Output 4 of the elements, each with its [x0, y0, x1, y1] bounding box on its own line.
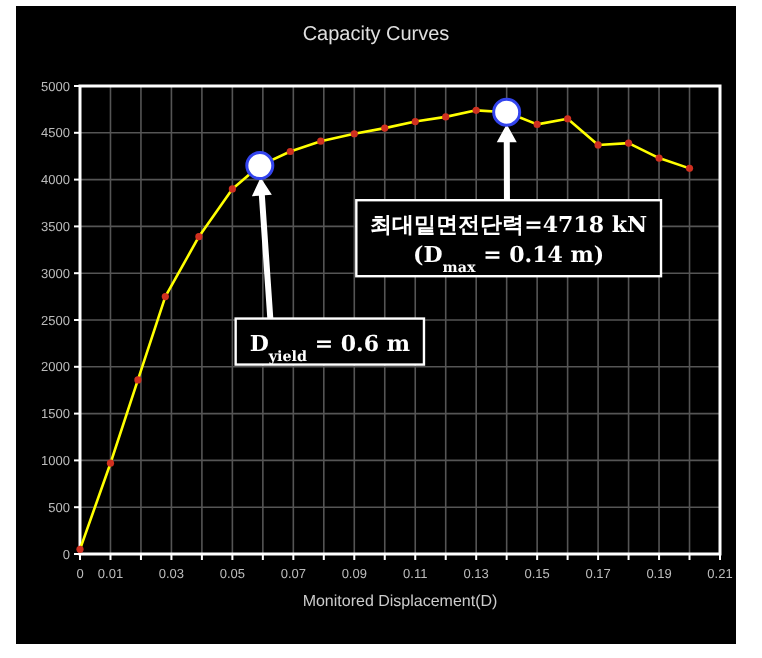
annotation: 최대밑면전단력=4718 kN (D$_{max}$ = 0.14 m)	[370, 212, 647, 276]
chart-title: Capacity Curves	[302, 24, 450, 46]
x-axis-title: Monitored Displacement(D)	[302, 592, 499, 610]
annotation: D$_{yield}$ = 0.6 m	[249, 330, 410, 364]
